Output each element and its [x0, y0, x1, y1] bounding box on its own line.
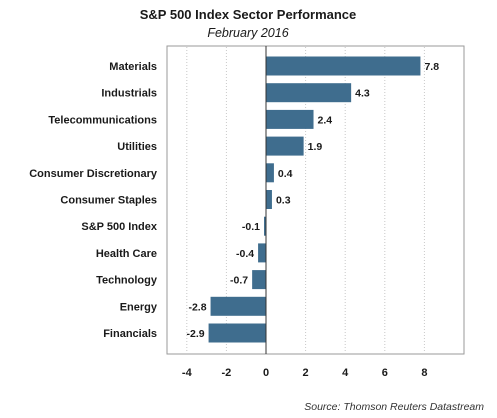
chart-title: S&P 500 Index Sector Performance	[140, 7, 357, 22]
value-label: -0.1	[242, 221, 260, 233]
bar	[266, 109, 314, 129]
plot-frame	[166, 45, 465, 355]
value-label: -0.4	[236, 248, 254, 260]
category-label: Consumer Discretionary	[29, 168, 158, 180]
category-label: Consumer Staples	[60, 195, 157, 207]
value-labels: 7.8 4.3 2.4 1.9 0.4 0.3 -0.1 -0.4 -0.7 -2.8 -2.9	[186, 61, 439, 340]
category-label: Health Care	[96, 248, 157, 260]
bar	[266, 136, 304, 156]
value-label: -2.9	[186, 328, 204, 340]
value-label: 0.3	[276, 195, 291, 207]
bar	[266, 190, 272, 209]
category-labels: Materials Industrials Telecommunications Ut…	[29, 61, 158, 340]
bar	[266, 56, 421, 76]
bar	[258, 243, 266, 263]
category-label: Technology	[96, 275, 158, 287]
value-label: -2.8	[188, 301, 206, 313]
x-tick-label: 8	[421, 367, 427, 379]
value-label: 4.3	[355, 88, 370, 100]
category-label: S&P 500 Index	[81, 221, 157, 233]
x-tick-label: 4	[342, 367, 349, 379]
category-label: Energy	[120, 301, 158, 313]
category-label: Materials	[109, 61, 157, 73]
value-label: 7.8	[424, 61, 439, 73]
bar	[264, 216, 266, 236]
x-tick-label: -2	[222, 367, 232, 379]
source-note: Source: Thomson Reuters Datastream	[304, 401, 484, 413]
x-tick-labels: -4 -2 0 2 4 6 8	[182, 367, 428, 379]
bar	[208, 323, 266, 343]
category-label: Utilities	[117, 141, 157, 153]
chart-subtitle: February 2016	[207, 26, 288, 40]
category-label: Financials	[103, 328, 157, 340]
bar	[266, 163, 274, 183]
value-label: -0.7	[230, 275, 248, 287]
category-label: Telecommunications	[48, 114, 157, 126]
value-label: 2.4	[318, 114, 333, 126]
bars	[208, 56, 421, 343]
x-tick-label: 6	[382, 367, 388, 379]
x-tick-label: 0	[263, 367, 269, 379]
category-label: Industrials	[101, 88, 157, 100]
bar	[252, 270, 266, 290]
bar	[266, 83, 352, 103]
bar	[210, 296, 266, 316]
value-label: 0.4	[278, 168, 293, 180]
x-tick-label: 2	[303, 367, 309, 379]
x-tick-label: -4	[182, 367, 193, 379]
value-label: 1.9	[308, 141, 323, 153]
